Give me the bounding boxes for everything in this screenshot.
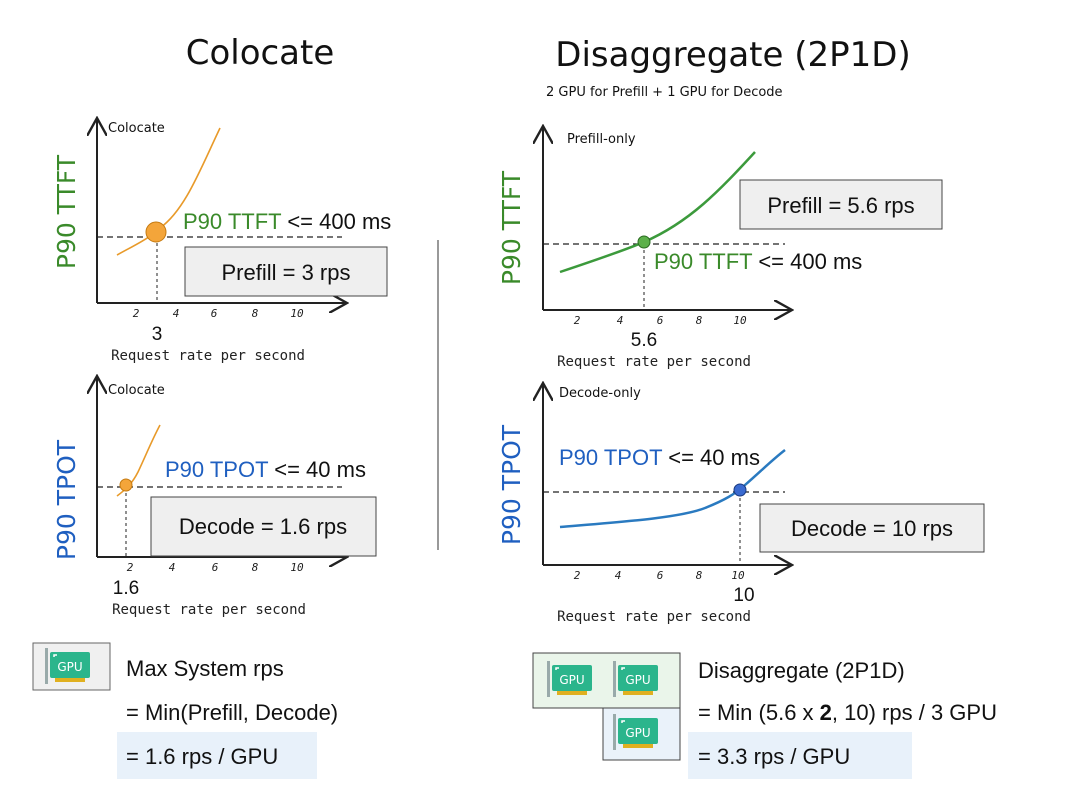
tick: 2 [127, 561, 134, 574]
result-box [184, 246, 388, 297]
disaggregate-summary: GPU GPU GPU Disaggregate (2P1D) = Min (5… [532, 652, 997, 779]
x-axis-label: Request rate per second [557, 609, 751, 625]
result-highlight [688, 732, 912, 779]
summary-line-1: Disaggregate (2P1D) [698, 658, 905, 683]
operating-point [637, 235, 651, 249]
slo-label: P90 TTFT <= 400 ms [183, 209, 391, 234]
y-axis-label: P90 TTFT [497, 170, 526, 285]
result-text: Decode = 10 rps [791, 516, 953, 541]
svg-text:GPU: GPU [57, 660, 82, 674]
tick: 6 [212, 561, 219, 574]
tick: 4 [173, 307, 180, 320]
tick: 8 [252, 561, 259, 574]
disaggregate-title: Disaggregate (2P1D) [555, 35, 910, 75]
colocate-ttft-chart: Colocate P90 TTFT P90 TTFT <= 400 ms Pre… [52, 120, 391, 364]
y-axis-label: P90 TPOT [52, 439, 81, 560]
colocate-tpot-chart: Colocate P90 TPOT P90 TPOT <= 40 ms Deco… [52, 378, 377, 618]
summary-result: = 1.6 rps / GPU [126, 744, 278, 769]
summary-line-2: = Min(Prefill, Decode) [126, 700, 338, 725]
tick: 6 [211, 307, 218, 320]
tick: 8 [696, 569, 703, 582]
tick: 2 [574, 569, 581, 582]
x-axis-label: Request rate per second [111, 348, 305, 364]
tick: 2 [133, 307, 140, 320]
summary-line-2: = Min (5.6 x 2, 10) rps / 3 GPU [698, 700, 997, 725]
slo-label: P90 TTFT <= 400 ms [654, 249, 862, 274]
marker-value: 5.6 [631, 330, 657, 351]
result-text: Decode = 1.6 rps [179, 514, 347, 539]
prefill-ttft-chart: Prefill-only P90 TTFT Prefill = 5.6 rps … [497, 128, 943, 370]
tick: 10 [290, 561, 304, 574]
result-text: Prefill = 3 rps [222, 260, 351, 285]
operating-point [733, 483, 747, 497]
tick: 10 [731, 569, 745, 582]
tick: 10 [733, 314, 747, 327]
latency-curve [559, 449, 786, 529]
tick: 4 [617, 314, 624, 327]
tick: 8 [252, 307, 259, 320]
series-label: Colocate [108, 121, 165, 136]
summary-result: = 3.3 rps / GPU [698, 744, 850, 769]
series-label: Prefill-only [567, 132, 636, 147]
tick: 8 [696, 314, 703, 327]
gpu-icon: GPU [612, 713, 659, 751]
slo-label: P90 TPOT <= 40 ms [165, 457, 366, 482]
operating-point [119, 478, 133, 492]
operating-point [145, 221, 167, 243]
gpu-icon: GPU [546, 660, 593, 698]
result-highlight [117, 732, 317, 779]
gpu-icon: GPU [44, 647, 91, 685]
marker-value: 10 [733, 585, 754, 606]
svg-text:GPU: GPU [625, 673, 650, 687]
marker-value: 3 [152, 324, 163, 345]
x-axis-label: Request rate per second [112, 602, 306, 618]
tick: 6 [657, 569, 664, 582]
tick: 4 [169, 561, 176, 574]
tick: 2 [574, 314, 581, 327]
colocate-summary: GPU Max System rps = Min(Prefill, Decode… [32, 642, 338, 779]
series-label: Colocate [108, 383, 165, 398]
y-axis-label: P90 TPOT [497, 424, 526, 545]
tick: 4 [615, 569, 622, 582]
colocate-title: Colocate [186, 33, 335, 73]
summary-line-1: Max System rps [126, 656, 284, 681]
svg-text:GPU: GPU [559, 673, 584, 687]
y-axis-label: P90 TTFT [52, 154, 81, 269]
marker-value: 1.6 [113, 578, 139, 599]
svg-text:GPU: GPU [625, 726, 650, 740]
result-box [759, 503, 985, 553]
tick: 6 [657, 314, 664, 327]
decode-tpot-chart: Decode-only P90 TPOT P90 TPOT <= 40 ms D… [497, 385, 985, 625]
latency-curve [116, 127, 221, 256]
result-text: Prefill = 5.6 rps [767, 193, 914, 218]
series-label: Decode-only [559, 386, 641, 401]
result-box [150, 496, 377, 557]
tick: 10 [290, 307, 304, 320]
disaggregate-subtitle: 2 GPU for Prefill + 1 GPU for Decode [546, 85, 783, 100]
result-box [739, 179, 943, 230]
gpu-icon: GPU [612, 660, 659, 698]
x-axis-label: Request rate per second [557, 354, 751, 370]
slo-label: P90 TPOT <= 40 ms [559, 445, 760, 470]
